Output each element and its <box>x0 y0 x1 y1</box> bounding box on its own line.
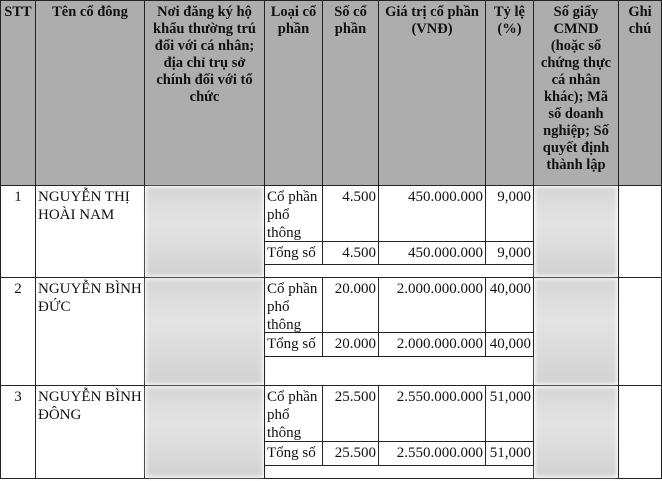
header-stt: STT <box>0 0 36 186</box>
common-shares-shares: 25.500 <box>322 385 379 442</box>
header-value: Giá trị cổ phần (VNĐ) <box>378 0 486 186</box>
total-type: Tổng số <box>264 332 323 357</box>
total-ratio: 9,000 <box>485 241 534 265</box>
note-cell <box>618 277 662 386</box>
row-stt: 1 <box>0 185 36 278</box>
common-shares-type: Cổ phần phổ thông <box>264 277 323 333</box>
common-shares-ratio: 40,000 <box>485 277 534 333</box>
address-redacted <box>146 187 263 276</box>
total-value: 2.000.000.000 <box>378 332 486 357</box>
header-name: Tên cổ đông <box>35 0 145 186</box>
common-shares-value: 450.000.000 <box>378 185 486 242</box>
header-ratio: Tỷ lệ (%) <box>485 0 534 186</box>
header-shares: Số cổ phần <box>322 0 379 186</box>
shareholder-name: NGUYỄN BÌNH ĐỨC <box>35 277 145 386</box>
common-shares-type: Cổ phần phổ thông <box>264 385 323 442</box>
address-redacted <box>146 387 263 477</box>
common-shares-ratio: 51,000 <box>485 385 534 442</box>
common-shares-value: 2.550.000.000 <box>378 385 486 442</box>
shareholder-name: NGUYỄN BÌNH ĐÔNG <box>35 385 145 479</box>
common-shares-type: Cổ phần phổ thông <box>264 185 323 242</box>
total-value: 450.000.000 <box>378 241 486 265</box>
shareholder-name: NGUYỄN THỊ HOÀI NAM <box>35 185 145 278</box>
total-value: 2.550.000.000 <box>378 441 486 466</box>
total-type: Tổng số <box>264 241 323 265</box>
id-redacted <box>535 387 617 477</box>
header-type: Loại cổ phần <box>264 0 323 186</box>
total-shares: 4.500 <box>322 241 379 265</box>
common-shares-shares: 20.000 <box>322 277 379 333</box>
common-shares-ratio: 9,000 <box>485 185 534 242</box>
total-shares: 25.500 <box>322 441 379 466</box>
row-stt: 2 <box>0 277 36 386</box>
note-cell <box>618 185 662 278</box>
total-ratio: 51,000 <box>485 441 534 466</box>
row-stt: 3 <box>0 385 36 479</box>
header-id: Số giấy CMND (hoặc số chứng thực cá nhân… <box>533 0 619 186</box>
note-cell <box>618 385 662 479</box>
common-shares-value: 2.000.000.000 <box>378 277 486 333</box>
address-redacted <box>146 279 263 384</box>
common-shares-shares: 4.500 <box>322 185 379 242</box>
total-ratio: 40,000 <box>485 332 534 357</box>
total-shares: 20.000 <box>322 332 379 357</box>
header-address: Nơi đăng ký hộ khẩu thường trú đối với c… <box>144 0 265 186</box>
total-type: Tổng số <box>264 441 323 466</box>
header-note: Ghi chú <box>618 0 662 186</box>
id-redacted <box>535 279 617 384</box>
id-redacted <box>535 187 617 276</box>
